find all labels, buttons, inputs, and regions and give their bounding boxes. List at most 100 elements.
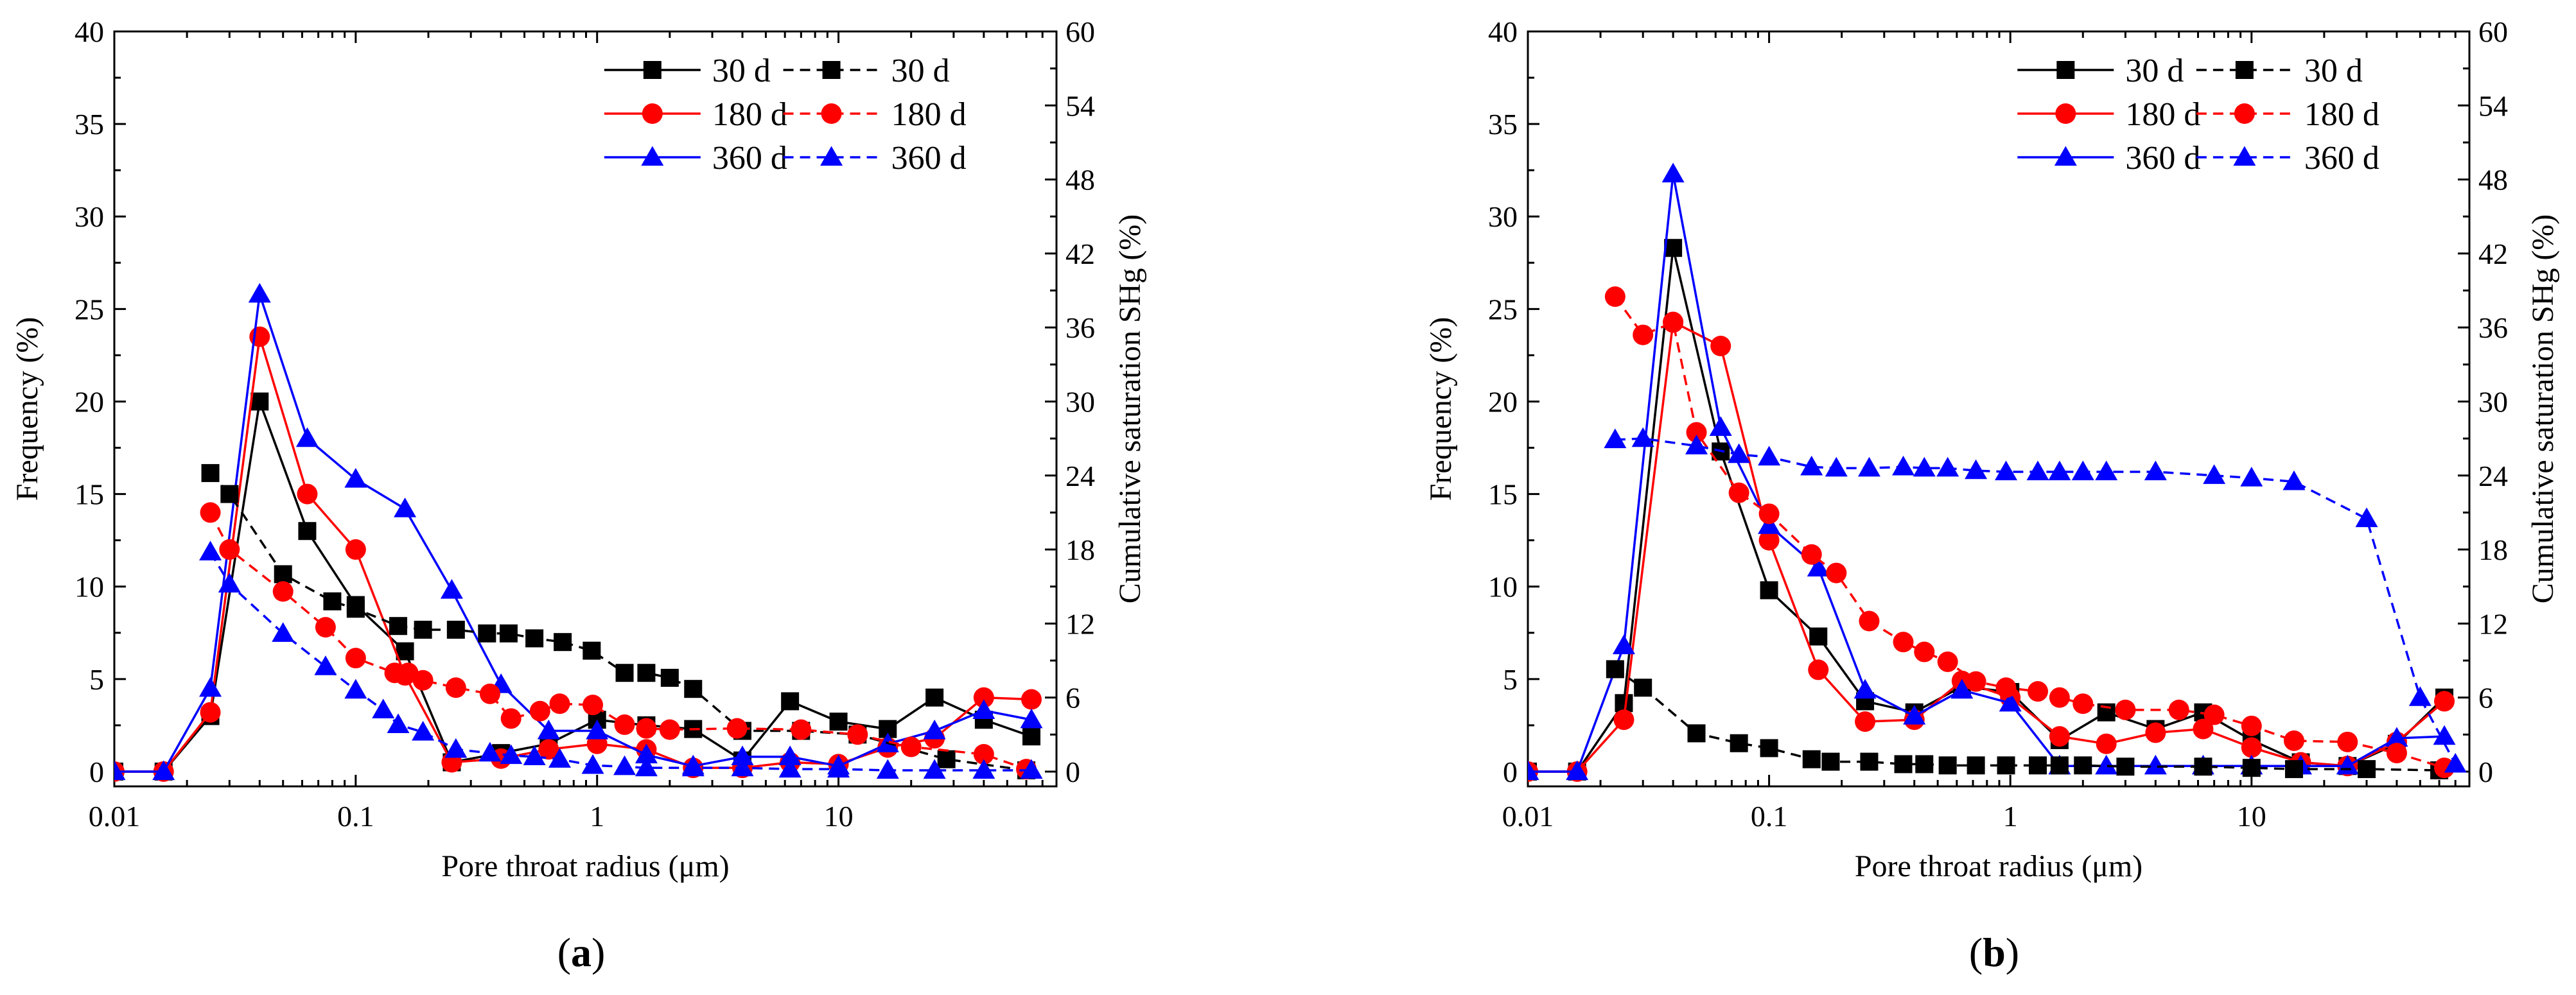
data-point <box>218 573 241 593</box>
data-point <box>345 648 366 669</box>
series-line <box>209 472 1027 772</box>
data-point <box>345 539 366 560</box>
data-point <box>1800 455 1823 476</box>
legend: 30 d 180 d 360 d 30 d 180 d 360 d <box>604 53 967 177</box>
y2-tick-label: 54 <box>2478 89 2508 122</box>
data-point <box>295 427 319 447</box>
data-point <box>684 680 703 698</box>
data-point <box>1826 562 1847 584</box>
legend-label: 30 d <box>712 53 771 89</box>
data-point <box>2050 756 2069 775</box>
data-point <box>200 702 221 723</box>
data-point <box>201 463 220 482</box>
data-point <box>2095 754 2118 775</box>
data-point <box>636 718 657 739</box>
data-point <box>2095 460 2118 481</box>
legend-label: 360 d <box>712 140 787 177</box>
data-point <box>525 629 544 648</box>
y-tick-label: 15 <box>1488 478 1518 511</box>
data-point <box>1020 708 1043 729</box>
data-point <box>2434 691 2455 712</box>
y2-axis-label: Cumulative saturation SHg (%) <box>2526 214 2560 604</box>
panel-label-open: ( <box>557 930 571 975</box>
data-point <box>344 679 367 699</box>
data-point <box>549 693 570 714</box>
data-point <box>1894 755 1913 774</box>
data-point <box>2145 722 2166 743</box>
data-point <box>1965 459 1988 480</box>
data-point <box>973 687 994 708</box>
y2-tick-label: 12 <box>1065 607 1095 640</box>
legend-marker <box>820 146 843 166</box>
data-point <box>2074 756 2092 775</box>
legend-label: 360 d <box>2125 140 2200 177</box>
data-point <box>1802 750 1821 768</box>
data-point <box>2049 726 2070 747</box>
data-point <box>1685 435 1708 454</box>
data-point <box>445 677 466 698</box>
data-point <box>1710 336 1731 356</box>
y2-tick-label: 12 <box>2478 607 2508 640</box>
data-point <box>114 760 126 781</box>
data-point <box>847 724 868 745</box>
data-point <box>1631 427 1654 447</box>
series-left-30d <box>1528 239 2454 781</box>
data-point <box>414 620 432 639</box>
data-point <box>2355 507 2378 528</box>
x-axis-label: Pore throat radius (μm) <box>441 849 729 883</box>
data-point <box>829 713 848 731</box>
data-point <box>1860 752 1879 771</box>
data-point <box>314 655 337 675</box>
data-point <box>2242 759 2261 777</box>
data-point <box>1967 756 1985 775</box>
data-point <box>1857 456 1880 477</box>
data-point <box>1606 660 1624 679</box>
chart-panel-a: 0.01 0.1 1 10 0 5 10 15 20 25 30 35 40 0 6 12 18 24 30 36 42… <box>10 15 1147 975</box>
y-tick-label: 10 <box>74 571 104 603</box>
data-point <box>1821 752 1840 771</box>
y-tick-label: 5 <box>1503 663 1518 696</box>
data-point <box>389 617 408 636</box>
data-point <box>1825 456 1848 477</box>
data-point <box>1997 756 2015 775</box>
data-point <box>394 498 417 517</box>
data-point <box>1758 530 1780 551</box>
x-tick-label: 0.01 <box>89 800 141 833</box>
panel-label: (b) <box>1969 930 2019 975</box>
data-point <box>274 565 292 584</box>
y-tick-label: 25 <box>1488 293 1518 325</box>
data-point <box>726 718 748 739</box>
data-point <box>925 688 944 707</box>
data-point <box>778 757 802 778</box>
data-point <box>272 581 294 602</box>
data-point <box>1661 162 1685 183</box>
data-point <box>615 664 634 682</box>
legend-label: 30 d <box>891 53 950 89</box>
data-point <box>1938 756 1957 775</box>
legend-marker <box>2235 61 2254 79</box>
data-point <box>1728 482 1749 503</box>
data-point <box>2115 699 2136 720</box>
data-point <box>614 714 635 735</box>
data-point <box>529 700 550 722</box>
series-line <box>1614 668 2440 772</box>
x-tick-label: 1 <box>590 800 604 833</box>
panel-label-letter: b <box>1983 930 2006 975</box>
y-tick-label: 35 <box>74 108 104 141</box>
legend-marker <box>2056 61 2075 79</box>
data-point <box>152 760 175 781</box>
y2-tick-label: 6 <box>2478 682 2493 714</box>
panel-label: (a) <box>557 930 606 975</box>
data-point <box>2027 681 2048 702</box>
data-point <box>219 539 240 560</box>
data-point <box>1760 739 1778 757</box>
data-point <box>2203 464 2226 484</box>
data-point <box>1604 286 1625 307</box>
series-line <box>114 293 1032 773</box>
y2-tick-label: 54 <box>1065 89 1095 122</box>
y-tick-label: 30 <box>74 200 104 233</box>
data-point <box>2282 470 2306 490</box>
series-right-180d <box>200 502 1037 780</box>
data-point <box>2193 718 2214 740</box>
y2-tick-label: 0 <box>1065 756 1080 788</box>
